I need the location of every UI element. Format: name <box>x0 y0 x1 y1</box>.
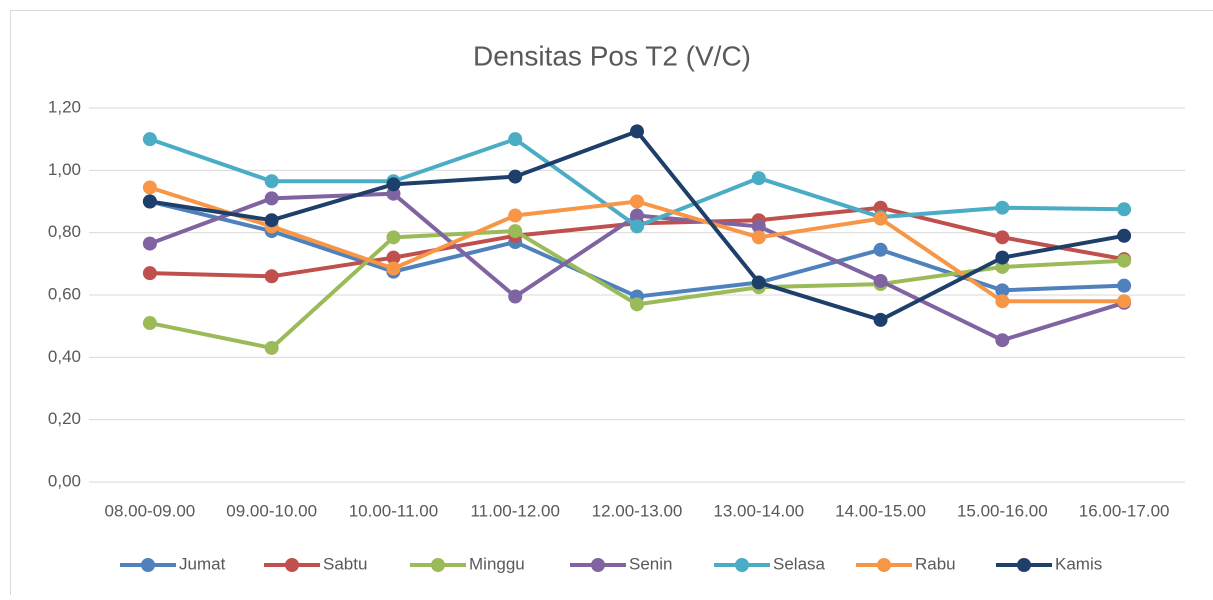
point <box>630 219 644 233</box>
point <box>630 195 644 209</box>
point <box>508 209 522 223</box>
point <box>752 276 766 290</box>
point <box>1117 202 1131 216</box>
x-tick-label: 10.00-11.00 <box>349 501 438 520</box>
point <box>630 124 644 138</box>
point <box>386 177 400 191</box>
point <box>143 195 157 209</box>
x-tick-label: 12.00-13.00 <box>592 501 683 520</box>
x-tick-label: 09.00-10.00 <box>226 501 317 520</box>
point <box>508 290 522 304</box>
point <box>143 237 157 251</box>
point <box>265 269 279 283</box>
x-tick-label: 08.00-09.00 <box>105 501 196 520</box>
point <box>265 191 279 205</box>
point <box>1117 279 1131 293</box>
y-tick-label: 0,20 <box>48 409 81 428</box>
legend-label: Selasa <box>773 554 826 573</box>
x-tick-label: 14.00-15.00 <box>835 501 926 520</box>
point <box>265 174 279 188</box>
point <box>1117 294 1131 308</box>
point <box>874 313 888 327</box>
point <box>874 274 888 288</box>
point <box>143 316 157 330</box>
point <box>995 294 1009 308</box>
point <box>143 180 157 194</box>
legend-label: Minggu <box>469 554 525 573</box>
point <box>143 132 157 146</box>
legend-marker <box>1017 558 1031 572</box>
point <box>995 333 1009 347</box>
point <box>508 224 522 238</box>
y-tick-label: 0,80 <box>48 222 81 241</box>
legend-marker <box>141 558 155 572</box>
legend-marker <box>285 558 299 572</box>
legend-label: Senin <box>629 554 672 573</box>
point <box>265 341 279 355</box>
y-tick-label: 0,60 <box>48 284 81 303</box>
chart-title: Densitas Pos T2 (V/C) <box>473 40 751 71</box>
point <box>386 262 400 276</box>
legend-marker <box>431 558 445 572</box>
y-tick-label: 1,20 <box>48 97 81 116</box>
x-tick-label: 16.00-17.00 <box>1079 501 1170 520</box>
point <box>1117 254 1131 268</box>
point <box>508 132 522 146</box>
point <box>508 170 522 184</box>
legend-marker <box>735 558 749 572</box>
point <box>752 171 766 185</box>
legend-label: Sabtu <box>323 554 367 573</box>
point <box>752 230 766 244</box>
point <box>874 212 888 226</box>
legend-label: Kamis <box>1055 554 1102 573</box>
point <box>874 243 888 257</box>
point <box>143 266 157 280</box>
point <box>995 251 1009 265</box>
x-tick-label: 15.00-16.00 <box>957 501 1048 520</box>
point <box>630 297 644 311</box>
x-tick-label: 13.00-14.00 <box>713 501 804 520</box>
y-tick-label: 0,00 <box>48 471 81 490</box>
point <box>995 230 1009 244</box>
legend-marker <box>591 558 605 572</box>
legend-label: Jumat <box>179 554 226 573</box>
point <box>995 201 1009 215</box>
point <box>1117 229 1131 243</box>
x-tick-label: 11.00-12.00 <box>470 501 559 520</box>
point <box>386 230 400 244</box>
y-tick-label: 1,00 <box>48 160 81 179</box>
y-tick-label: 0,40 <box>48 347 81 366</box>
legend-marker <box>877 558 891 572</box>
legend-label: Rabu <box>915 554 956 573</box>
point <box>265 213 279 227</box>
